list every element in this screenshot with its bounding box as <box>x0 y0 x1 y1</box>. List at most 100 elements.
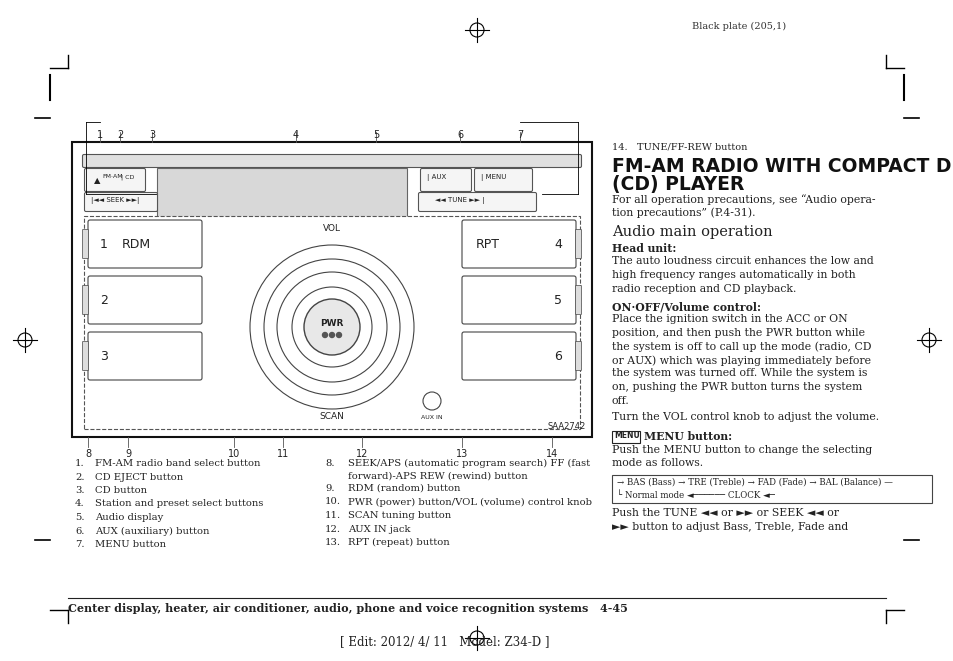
Text: 7: 7 <box>517 130 522 140</box>
Text: 12.: 12. <box>325 524 340 533</box>
Text: |◄◄ SEEK ►►|: |◄◄ SEEK ►►| <box>91 197 139 204</box>
Text: 11: 11 <box>276 449 289 459</box>
FancyBboxPatch shape <box>575 229 581 258</box>
Text: 3: 3 <box>149 130 155 140</box>
FancyBboxPatch shape <box>461 332 576 380</box>
FancyBboxPatch shape <box>418 192 536 212</box>
Text: the system was turned off. While the system is: the system was turned off. While the sys… <box>612 368 866 379</box>
Text: | MENU: | MENU <box>480 174 506 181</box>
Text: ►► button to adjust Bass, Treble, Fade and: ►► button to adjust Bass, Treble, Fade a… <box>612 522 847 531</box>
Text: 9: 9 <box>125 449 131 459</box>
Text: 3: 3 <box>100 350 108 362</box>
Text: 4.: 4. <box>75 500 85 508</box>
Text: 14.   TUNE/FF-REW button: 14. TUNE/FF-REW button <box>612 142 746 151</box>
Text: SCAN tuning button: SCAN tuning button <box>348 511 451 520</box>
FancyBboxPatch shape <box>474 169 532 192</box>
Text: CD button: CD button <box>95 486 147 495</box>
Text: 1.: 1. <box>75 459 85 468</box>
Text: 6: 6 <box>456 130 462 140</box>
Text: MENU button:: MENU button: <box>643 430 731 442</box>
Text: 4: 4 <box>293 130 298 140</box>
FancyBboxPatch shape <box>88 276 202 324</box>
Text: RPT (repeat) button: RPT (repeat) button <box>348 538 449 547</box>
Text: SEEK/APS (automatic program search) FF (fast: SEEK/APS (automatic program search) FF (… <box>348 459 590 468</box>
FancyBboxPatch shape <box>85 192 157 212</box>
Text: Place the ignition switch in the ACC or ON: Place the ignition switch in the ACC or … <box>612 315 846 325</box>
Circle shape <box>329 332 335 338</box>
Text: 14: 14 <box>545 449 558 459</box>
Text: ◄◄ TUNE ►► |: ◄◄ TUNE ►► | <box>435 197 484 204</box>
Text: AUX (auxiliary) button: AUX (auxiliary) button <box>95 527 210 535</box>
Bar <box>612 475 931 503</box>
Bar <box>157 168 407 220</box>
Text: VOL: VOL <box>323 224 340 233</box>
Text: | AUX: | AUX <box>427 174 446 181</box>
Text: AUX IN: AUX IN <box>420 415 442 420</box>
FancyBboxPatch shape <box>82 342 89 371</box>
Text: (CD) PLAYER: (CD) PLAYER <box>612 175 743 194</box>
Text: 8.: 8. <box>325 459 335 468</box>
Text: 5: 5 <box>554 293 561 307</box>
Text: 6.: 6. <box>75 527 84 535</box>
Text: Audio display: Audio display <box>95 513 163 522</box>
Text: Push the MENU button to change the selecting: Push the MENU button to change the selec… <box>612 445 871 455</box>
Text: 8: 8 <box>85 449 91 459</box>
Text: PWR (power) button/VOL (volume) control knob: PWR (power) button/VOL (volume) control … <box>348 498 592 506</box>
Text: ▲: ▲ <box>94 176 100 186</box>
Text: CD EJECT button: CD EJECT button <box>95 473 183 481</box>
Text: mode as follows.: mode as follows. <box>612 459 702 469</box>
Text: RPT: RPT <box>476 237 499 251</box>
Text: 1: 1 <box>100 237 108 251</box>
Text: 2: 2 <box>117 130 123 140</box>
FancyBboxPatch shape <box>82 286 89 315</box>
Text: Turn the VOL control knob to adjust the volume.: Turn the VOL control knob to adjust the … <box>612 412 879 422</box>
Text: 12: 12 <box>355 449 368 459</box>
Text: 5: 5 <box>373 130 378 140</box>
Text: AUX IN jack: AUX IN jack <box>348 524 410 533</box>
Text: 3.: 3. <box>75 486 85 495</box>
Text: MENU: MENU <box>614 432 639 440</box>
Text: Station and preset select buttons: Station and preset select buttons <box>95 500 263 508</box>
Text: Black plate (205,1): Black plate (205,1) <box>691 22 785 31</box>
Text: 5.: 5. <box>75 513 85 522</box>
Text: off.: off. <box>612 395 629 405</box>
Text: MENU button: MENU button <box>95 540 166 549</box>
Text: SCAN: SCAN <box>319 412 344 421</box>
FancyBboxPatch shape <box>420 169 471 192</box>
Bar <box>612 430 639 442</box>
Text: └ Normal mode ◄────── CLOCK ◄─: └ Normal mode ◄────── CLOCK ◄─ <box>617 491 774 500</box>
Text: or AUX) which was playing immediately before: or AUX) which was playing immediately be… <box>612 355 870 366</box>
Text: Center display, heater, air conditioner, audio, phone and voice recognition syst: Center display, heater, air conditioner,… <box>68 603 627 614</box>
Circle shape <box>336 332 341 338</box>
Text: radio reception and CD playback.: radio reception and CD playback. <box>612 284 796 293</box>
Text: the system is off to call up the mode (radio, CD: the system is off to call up the mode (r… <box>612 342 871 352</box>
Text: Head unit:: Head unit: <box>612 243 676 254</box>
FancyBboxPatch shape <box>575 342 581 371</box>
Text: Audio main operation: Audio main operation <box>612 225 772 239</box>
Text: 2.: 2. <box>75 473 85 481</box>
Text: For all operation precautions, see “Audio opera-: For all operation precautions, see “Audi… <box>612 194 875 205</box>
Text: forward)-APS REW (rewind) button: forward)-APS REW (rewind) button <box>348 471 527 481</box>
Text: 13: 13 <box>456 449 468 459</box>
Bar <box>71 142 592 437</box>
Bar <box>84 216 579 429</box>
Text: Push the TUNE ◄◄ or ►► or SEEK ◄◄ or: Push the TUNE ◄◄ or ►► or SEEK ◄◄ or <box>612 508 838 518</box>
Text: 6: 6 <box>554 350 561 362</box>
Text: 7.: 7. <box>75 540 85 549</box>
Text: 2: 2 <box>100 293 108 307</box>
Text: [ Edit: 2012/ 4/ 11   Model: Z34-D ]: [ Edit: 2012/ 4/ 11 Model: Z34-D ] <box>339 635 549 648</box>
Text: RDM: RDM <box>122 237 151 251</box>
FancyBboxPatch shape <box>82 229 89 258</box>
Text: 11.: 11. <box>325 511 341 520</box>
FancyBboxPatch shape <box>85 169 146 192</box>
Circle shape <box>322 332 327 338</box>
Text: high frequency ranges automatically in both: high frequency ranges automatically in b… <box>612 270 855 280</box>
Text: 10.: 10. <box>325 498 340 506</box>
Text: ON·OFF/Volume control:: ON·OFF/Volume control: <box>612 301 760 312</box>
Text: position, and then push the PWR button while: position, and then push the PWR button w… <box>612 328 864 338</box>
Text: FM-AM radio band select button: FM-AM radio band select button <box>95 459 260 468</box>
FancyBboxPatch shape <box>88 220 202 268</box>
FancyBboxPatch shape <box>82 155 581 167</box>
Text: | CD: | CD <box>121 174 134 180</box>
FancyBboxPatch shape <box>461 220 576 268</box>
